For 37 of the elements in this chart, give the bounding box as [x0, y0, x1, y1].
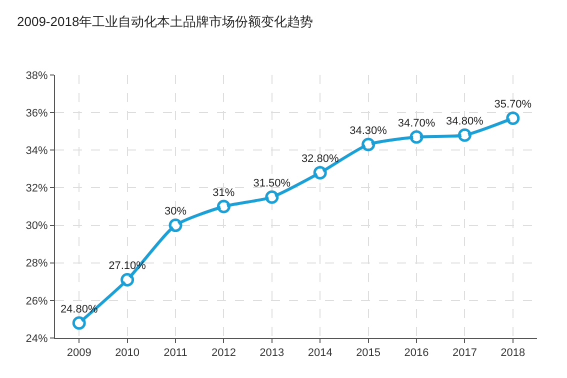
- y-tick-label: 32%: [26, 182, 48, 195]
- chart-title: 2009-2018年工业自动化本土品牌市场份额变化趋势: [17, 14, 314, 30]
- y-tick-label: 26%: [26, 295, 48, 308]
- point: [168, 218, 182, 232]
- point: [72, 316, 86, 330]
- y-tick-label: 24%: [26, 332, 48, 345]
- data-label: 34.80%: [446, 115, 484, 128]
- x-tick-label: 2013: [260, 347, 284, 360]
- data-label: 32.80%: [301, 153, 339, 166]
- y-tick-label: 30%: [26, 220, 48, 232]
- data-label: 31.50%: [253, 177, 291, 190]
- x-tick-label: 2017: [452, 347, 477, 360]
- y-tick-label: 38%: [26, 70, 48, 82]
- point: [506, 111, 520, 125]
- y-tick-label: 36%: [26, 107, 48, 120]
- x-tick-label: 2016: [404, 347, 429, 360]
- data-label: 34.70%: [398, 117, 436, 130]
- x-tick-label: 2018: [500, 347, 526, 360]
- x-tick-label: 2015: [356, 347, 381, 360]
- point: [362, 138, 376, 152]
- x-tick-label: 2014: [308, 347, 332, 360]
- y-tick-label: 34%: [26, 144, 48, 157]
- point: [458, 128, 472, 142]
- point: [216, 200, 230, 214]
- y-tick-label: 28%: [26, 258, 48, 270]
- point: [410, 130, 424, 144]
- point: [313, 166, 327, 180]
- data-label: 31%: [212, 186, 235, 199]
- x-tick-label: 2009: [66, 347, 92, 360]
- x-tick-label: 2012: [211, 347, 236, 360]
- data-label: 34.30%: [350, 124, 388, 137]
- data-label: 30%: [164, 206, 187, 218]
- x-tick-label: 2011: [164, 347, 188, 360]
- point: [120, 273, 134, 287]
- point: [265, 190, 279, 204]
- data-label: 35.70%: [494, 98, 532, 111]
- x-tick-label: 2010: [115, 347, 140, 360]
